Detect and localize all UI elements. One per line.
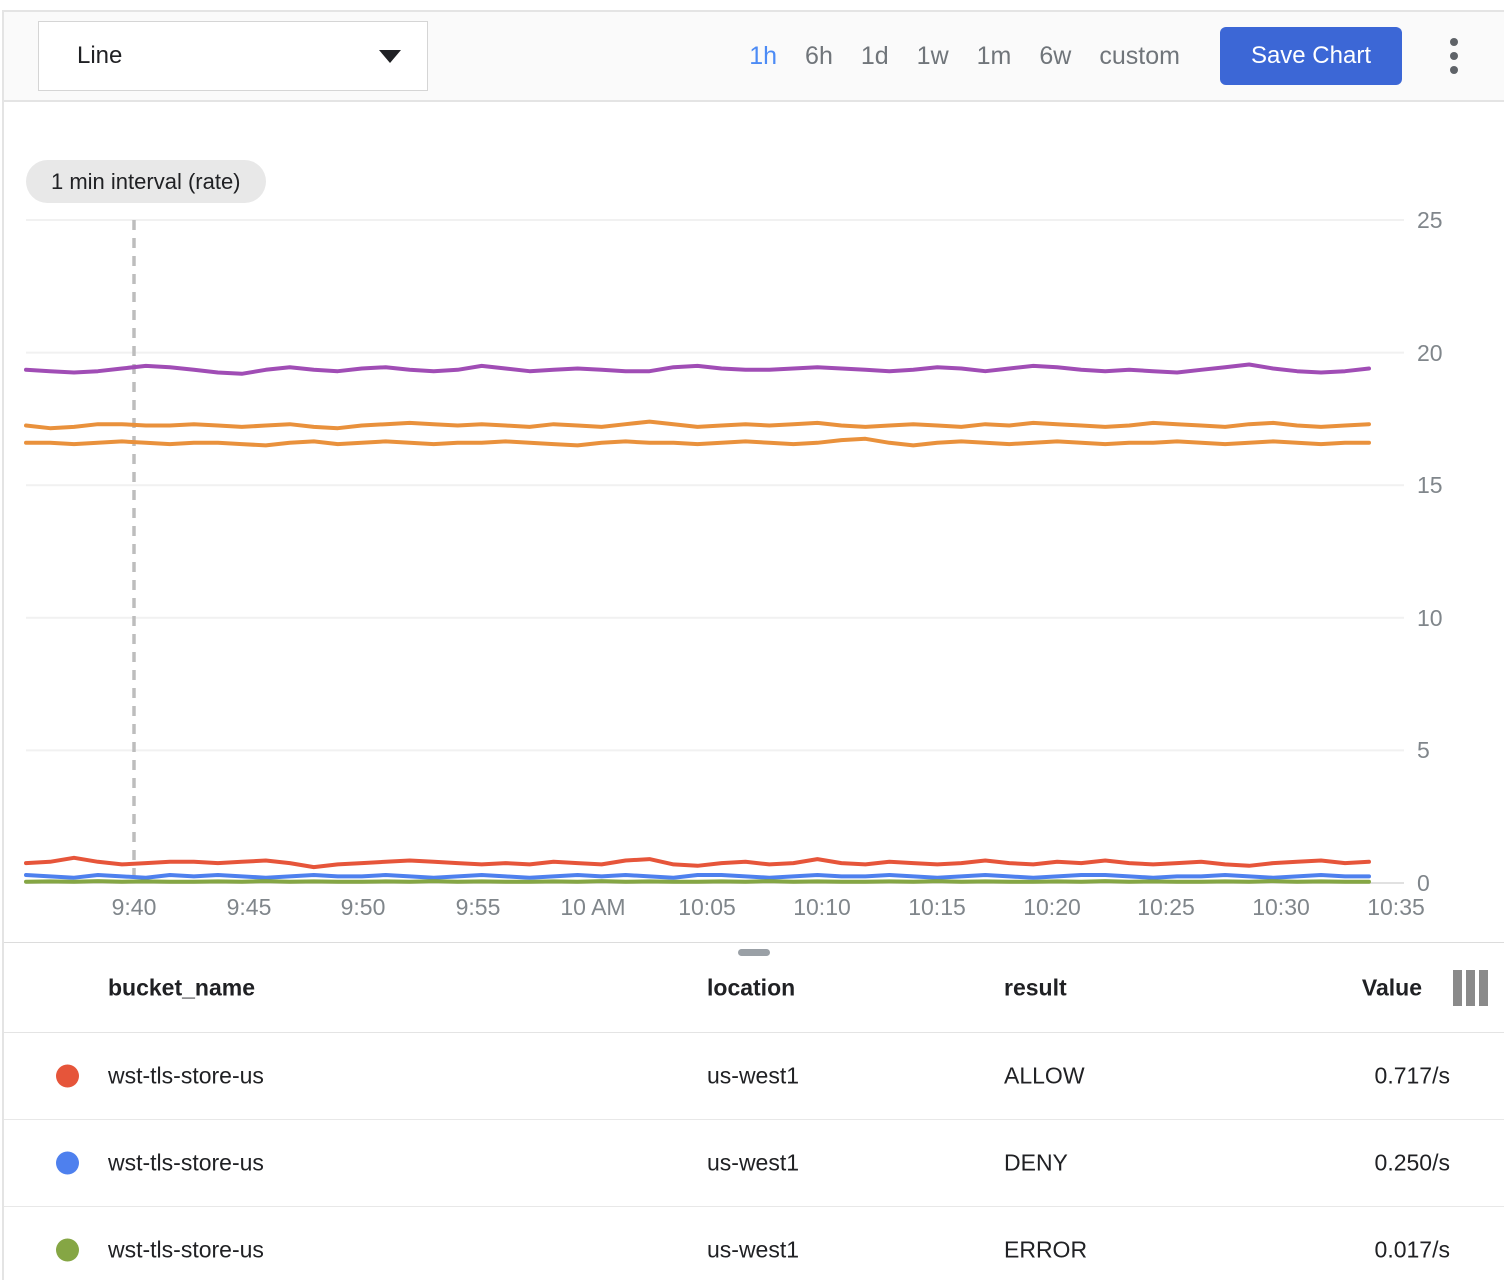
series-color-dot [56,1238,79,1262]
interval-badge: 1 min interval (rate) [26,160,266,203]
x-tick-3: 9:55 [455,894,501,920]
time-range-1m[interactable]: 1m [976,41,1012,70]
series-color-dot [56,1151,79,1175]
row-location: us-west1 [707,1236,800,1263]
y-tick-15: 15 [1417,472,1443,498]
x-tick-11: 10:35 [1367,894,1425,920]
series-purple-line[interactable] [24,362,1371,376]
time-range-1d[interactable]: 1d [860,41,889,70]
x-tick-4: 10 AM [560,894,626,920]
x-tick-7: 10:15 [908,894,966,920]
toolbar: Line 1h 6h 1d 1w 1m 6w custom Save Chart [4,12,1504,102]
row-bucket-name: wst-tls-store-us [108,1062,264,1089]
table-row[interactable]: wst-tls-store-us us-west1 DENY 0.250/s [4,1120,1504,1207]
row-result: DENY [1004,1149,1068,1176]
row-bucket-name: wst-tls-store-us [108,1236,264,1263]
series-orange-line-lower[interactable] [24,436,1371,448]
time-range-6w[interactable]: 6w [1039,41,1072,70]
x-tick-6: 10:10 [793,894,851,920]
x-tick-0: 9:40 [111,894,157,920]
row-value: 0.017/s [1374,1236,1450,1263]
series-blue-line[interactable] [24,873,1371,880]
row-location: us-west1 [707,1062,800,1089]
time-range-6h[interactable]: 6h [805,41,833,70]
y-tick-20: 20 [1417,340,1443,366]
col-header-bucket-name: bucket_name [108,974,256,1000]
x-tick-1: 9:45 [226,894,272,920]
legend-table-header: bucket_name location result Value [4,943,1504,1033]
chart-plot-area[interactable] [4,102,1504,942]
time-range-selector: 1h 6h 1d 1w 1m 6w custom [749,42,1180,71]
x-tick-2: 9:50 [340,894,386,920]
row-value: 0.250/s [1374,1149,1450,1176]
col-header-result: result [1004,974,1067,1000]
series-red-line[interactable] [24,855,1371,870]
y-tick-0: 0 [1417,870,1430,896]
col-header-value: Value [1361,974,1422,1000]
more-options-icon[interactable] [1444,32,1464,80]
chart-card: Line 1h 6h 1d 1w 1m 6w custom Save Chart… [2,10,1504,1280]
series-orange-line-upper[interactable] [24,419,1371,431]
chart-area: 1 min interval (rate) 25 20 15 10 5 0 9:… [4,102,1504,942]
column-settings-icon[interactable] [1451,968,1490,1008]
x-tick-9: 10:25 [1137,894,1195,920]
row-value: 0.717/s [1374,1062,1450,1089]
time-range-1h[interactable]: 1h [749,41,778,70]
chart-type-select[interactable]: Line [38,21,428,91]
table-row[interactable]: wst-tls-store-us us-west1 ALLOW 0.717/s [4,1033,1504,1120]
chevron-down-icon [379,49,401,63]
time-range-1w[interactable]: 1w [916,41,949,70]
y-tick-5: 5 [1417,737,1430,763]
series-color-dot [56,1064,79,1088]
time-range-custom[interactable]: custom [1099,41,1180,70]
row-bucket-name: wst-tls-store-us [108,1149,264,1176]
row-location: us-west1 [707,1149,800,1176]
panel-resize-handle[interactable] [738,949,770,956]
y-tick-10: 10 [1417,605,1443,631]
x-tick-8: 10:20 [1023,894,1081,920]
series-green-line[interactable] [24,879,1371,884]
chart-type-value: Line [77,42,123,69]
x-tick-10: 10:30 [1252,894,1310,920]
table-row[interactable]: wst-tls-store-us us-west1 ERROR 0.017/s [4,1207,1504,1280]
save-chart-button[interactable]: Save Chart [1219,27,1402,85]
row-result: ERROR [1004,1236,1088,1263]
col-header-location: location [707,974,796,1000]
y-tick-25: 25 [1417,207,1443,233]
legend-table: bucket_name location result Value wst-tl… [4,942,1504,1280]
x-tick-5: 10:05 [678,894,736,920]
row-result: ALLOW [1004,1062,1085,1089]
